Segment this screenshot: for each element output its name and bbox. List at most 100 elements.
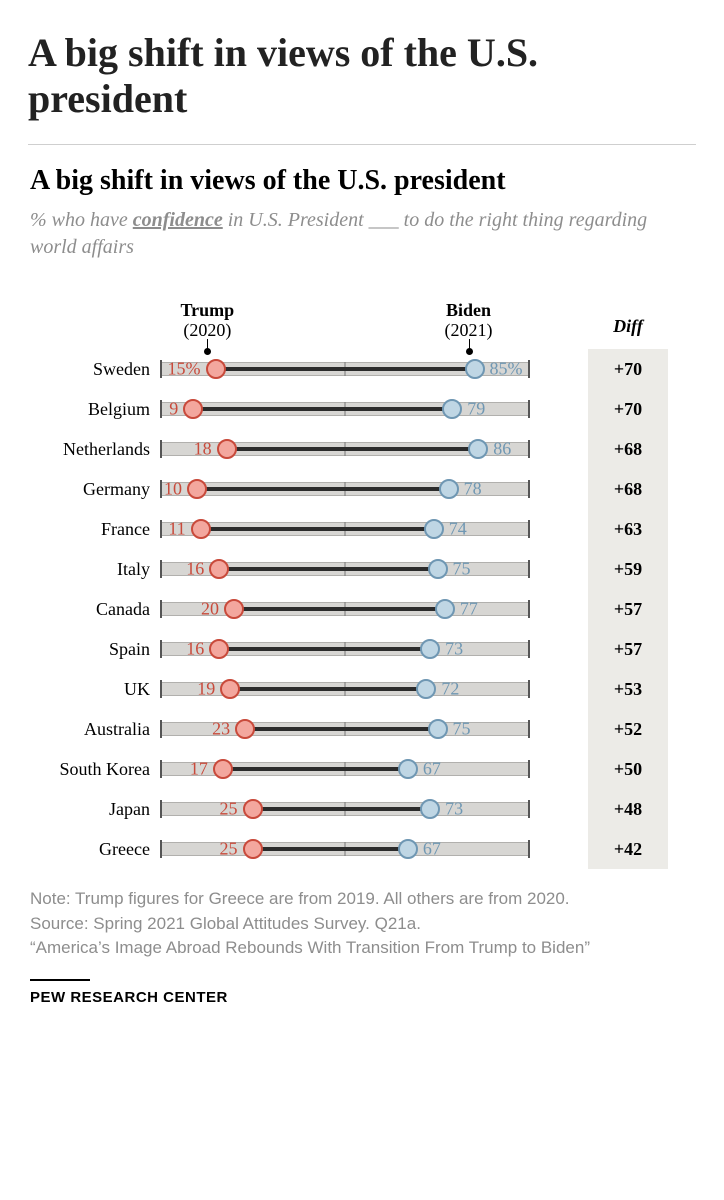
range-cap-left-icon	[160, 800, 162, 818]
series-a-value: 23	[212, 719, 230, 740]
series-a-value: 25	[220, 839, 238, 860]
series-b-value: 79	[467, 399, 485, 420]
series-a-dot	[191, 519, 211, 539]
brand-rule	[30, 979, 90, 981]
row-plot: 1972	[160, 669, 530, 709]
connector-line	[216, 367, 475, 371]
range-cap-left-icon	[160, 760, 162, 778]
series-b-dot	[428, 559, 448, 579]
chart-title: A big shift in views of the U.S. preside…	[30, 165, 696, 197]
diff-value: +42	[588, 829, 668, 869]
range-cap-right-icon	[528, 600, 530, 618]
range-cap-right-icon	[528, 440, 530, 458]
series-a-dot	[224, 599, 244, 619]
range-cap-left-icon	[160, 440, 162, 458]
connector-line	[219, 567, 437, 571]
series-a-value: 20	[201, 599, 219, 620]
series-b-value: 72	[441, 679, 459, 700]
country-label: Netherlands	[30, 439, 160, 460]
note-line: Source: Spring 2021 Global Attitudes Sur…	[30, 912, 696, 937]
country-label: Belgium	[30, 399, 160, 420]
chart-row: France1174+63	[30, 509, 696, 549]
chart-row: Australia2375 +52	[30, 709, 696, 749]
series-b-dot	[424, 519, 444, 539]
diff-value: +59	[588, 549, 668, 589]
range-cap-left-icon	[160, 680, 162, 698]
chart-row: UK1972+53	[30, 669, 696, 709]
row-plot: 15% 85%	[160, 349, 530, 389]
series-b-header: Biden (2021)	[445, 300, 493, 341]
country-label: Greece	[30, 839, 160, 860]
chart-row: Germany1078+68	[30, 469, 696, 509]
series-a-dot	[183, 399, 203, 419]
series-a-year: (2020)	[181, 320, 235, 341]
country-label: Australia	[30, 719, 160, 740]
series-b-pointer-icon	[469, 339, 470, 349]
series-b-value: 74	[449, 519, 467, 540]
series-b-dot	[428, 719, 448, 739]
series-b-dot	[398, 759, 418, 779]
row-plot: 1673	[160, 629, 530, 669]
range-cap-right-icon	[528, 760, 530, 778]
connector-line	[253, 847, 408, 851]
brand-label: PEW RESEARCH CENTER	[30, 989, 696, 1006]
row-plot: 2573	[160, 789, 530, 829]
chart-row: Netherlands 18 86 +68	[30, 429, 696, 469]
chart-card: A big shift in views of the U.S. preside…	[28, 165, 696, 1006]
range-cap-right-icon	[528, 680, 530, 698]
series-b-dot	[435, 599, 455, 619]
range-cap-left-icon	[160, 720, 162, 738]
series-b-value: 67	[423, 759, 441, 780]
connector-line	[197, 487, 449, 491]
diff-value: +52	[588, 709, 668, 749]
country-label: Japan	[30, 799, 160, 820]
series-a-dot	[235, 719, 255, 739]
series-b-value: 73	[445, 639, 463, 660]
series-b-value: 77	[460, 599, 478, 620]
series-a-value: 15%	[168, 359, 201, 380]
chart-row: Italy1675+59	[30, 549, 696, 589]
connector-line	[227, 447, 479, 451]
series-b-dot	[398, 839, 418, 859]
diff-value: +68	[588, 429, 668, 469]
range-cap-left-icon	[160, 400, 162, 418]
chart-row: Greece 25 67 +42	[30, 829, 696, 869]
country-label: Canada	[30, 599, 160, 620]
row-plot: 2077	[160, 589, 530, 629]
series-b-name: Biden	[445, 300, 493, 321]
series-b-dot	[468, 439, 488, 459]
range-cap-left-icon	[160, 520, 162, 538]
series-a-value: 18	[194, 439, 212, 460]
connector-line	[193, 407, 452, 411]
series-a-value: 9	[169, 399, 178, 420]
series-b-value: 85%	[490, 359, 523, 380]
diff-value: +70	[588, 389, 668, 429]
series-a-dot	[220, 679, 240, 699]
series-a-dot	[209, 639, 229, 659]
series-a-value: 16	[186, 559, 204, 580]
range-cap-right-icon	[528, 400, 530, 418]
range-cap-left-icon	[160, 560, 162, 578]
series-b-dot	[420, 799, 440, 819]
diff-value: +57	[588, 629, 668, 669]
plot-header: Trump (2020) Biden (2021)	[160, 285, 530, 341]
range-cap-left-icon	[160, 840, 162, 858]
series-b-value: 67	[423, 839, 441, 860]
series-a-pointer-icon	[207, 339, 208, 349]
row-plot: 1174	[160, 509, 530, 549]
series-a-dot	[243, 799, 263, 819]
range-cap-right-icon	[528, 480, 530, 498]
chart-row: Canada2077+57	[30, 589, 696, 629]
series-b-value: 86	[493, 439, 511, 460]
diff-value: +53	[588, 669, 668, 709]
series-b-dot	[465, 359, 485, 379]
subtitle-emph: confidence	[133, 209, 223, 231]
series-a-value: 16	[186, 639, 204, 660]
range-cap-right-icon	[528, 720, 530, 738]
row-plot: 2375	[160, 709, 530, 749]
column-headers: Trump (2020) Biden (2021) Diff	[30, 285, 696, 341]
series-b-dot	[420, 639, 440, 659]
series-a-dot	[206, 359, 226, 379]
chart-subtitle: % who have confidence in U.S. President …	[30, 207, 696, 261]
connector-line	[253, 807, 431, 811]
